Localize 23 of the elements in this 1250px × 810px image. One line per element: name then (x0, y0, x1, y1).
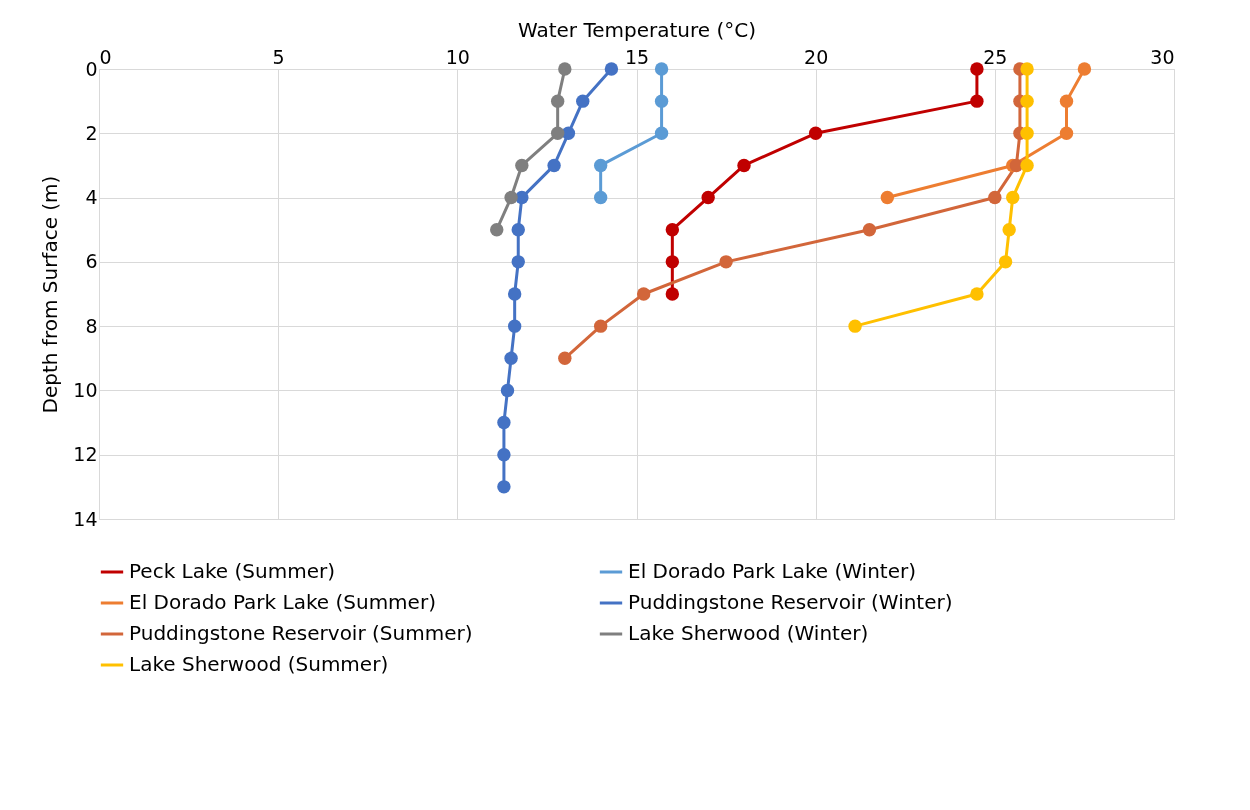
y-axis-title: Depth from Surface (m) (38, 175, 63, 414)
x-tick-label: 15 (624, 45, 650, 68)
x-tick-label: 20 (804, 45, 829, 68)
x-tick-label: 0 (99, 45, 112, 68)
legend-label: Lake Sherwood (Summer) (129, 652, 389, 676)
x-tick-label: 25 (983, 45, 1008, 68)
x-tick-label: 10 (445, 45, 470, 68)
legend-label: Lake Sherwood (Winter) (628, 621, 869, 645)
y-tick-label: 10 (73, 378, 98, 401)
x-tick-label: 30 (1150, 45, 1175, 68)
y-tick-label: 8 (85, 314, 98, 337)
legend-label: Peck Lake (Summer) (129, 559, 335, 583)
y-tick-label: 12 (73, 443, 98, 466)
legend-label: El Dorado Park Lake (Summer) (129, 590, 436, 614)
y-tick-label: 2 (85, 121, 98, 144)
y-tick-label: 4 (85, 186, 98, 209)
legend-label: Puddingstone Reservoir (Winter) (628, 590, 953, 614)
legend-label: El Dorado Park Lake (Winter) (628, 559, 917, 583)
y-tick-label: 6 (85, 250, 98, 273)
y-tick-label: 14 (73, 507, 98, 530)
x-axis-title: Water Temperature (°C) (517, 17, 757, 42)
legend-label: Puddingstone Reservoir (Summer) (129, 621, 473, 645)
x-tick-label: 5 (272, 45, 285, 68)
